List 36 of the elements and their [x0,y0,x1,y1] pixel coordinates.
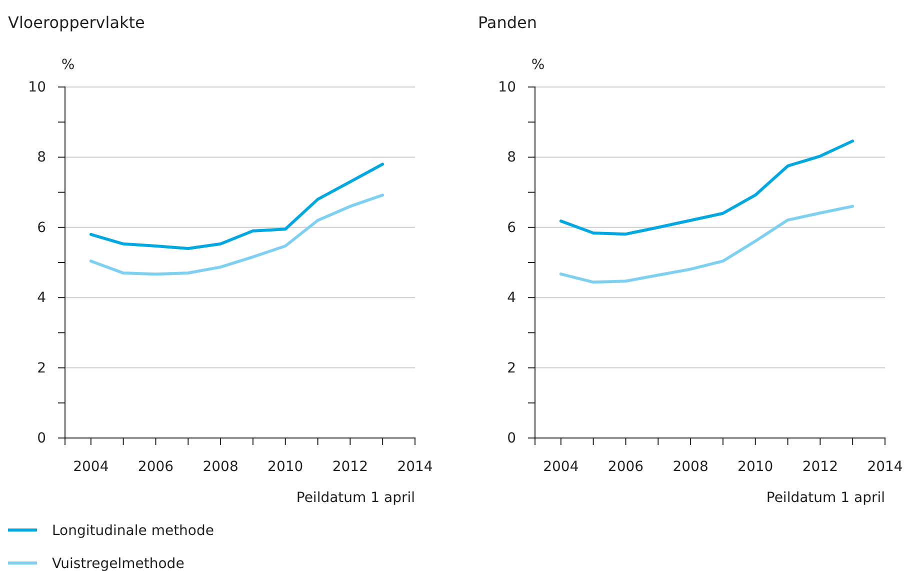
y-tick-label: 6 [507,220,516,236]
y-tick-label: 0 [507,430,516,446]
y-tick-label: 2 [37,360,46,376]
x-axis-title: Peildatum 1 april [766,490,885,506]
y-tick-label: 10 [28,79,46,96]
y-tick-label: 4 [37,290,46,306]
legend-label: Longitudinale methode [52,523,214,539]
x-tick-label: 2008 [202,458,238,475]
x-axis-title: Peildatum 1 april [296,490,415,506]
x-tick-label: 2006 [138,458,174,475]
chart-title: Vloeroppervlakte [8,13,145,32]
x-tick-label: 2012 [802,458,838,475]
x-tick-label: 2012 [332,458,368,475]
chart-title: Panden [478,13,538,32]
x-tick-label: 2006 [608,458,644,475]
line-series [559,140,854,236]
line-series [89,194,384,276]
y-tick-label: 8 [507,150,516,166]
y-axis-title: % [531,57,545,73]
y-tick-label: 4 [507,290,516,306]
y-tick-label: 6 [37,220,46,236]
x-tick-label: 2008 [672,458,708,475]
line-series [89,162,384,250]
y-tick-label: 0 [37,430,46,446]
y-tick-label: 8 [37,150,46,166]
legend-label: Vuistregelmethode [52,556,184,571]
x-tick-label: 2010 [738,458,774,475]
y-axis-title: % [61,57,75,73]
x-tick-label: 2004 [73,458,109,475]
y-tick-label: 2 [507,360,516,376]
line-series [559,204,854,284]
y-tick-label: 10 [498,79,516,96]
x-tick-label: 2014 [867,458,903,475]
x-tick-label: 2010 [268,458,304,475]
x-tick-label: 2014 [397,458,433,475]
x-tick-label: 2004 [543,458,579,475]
